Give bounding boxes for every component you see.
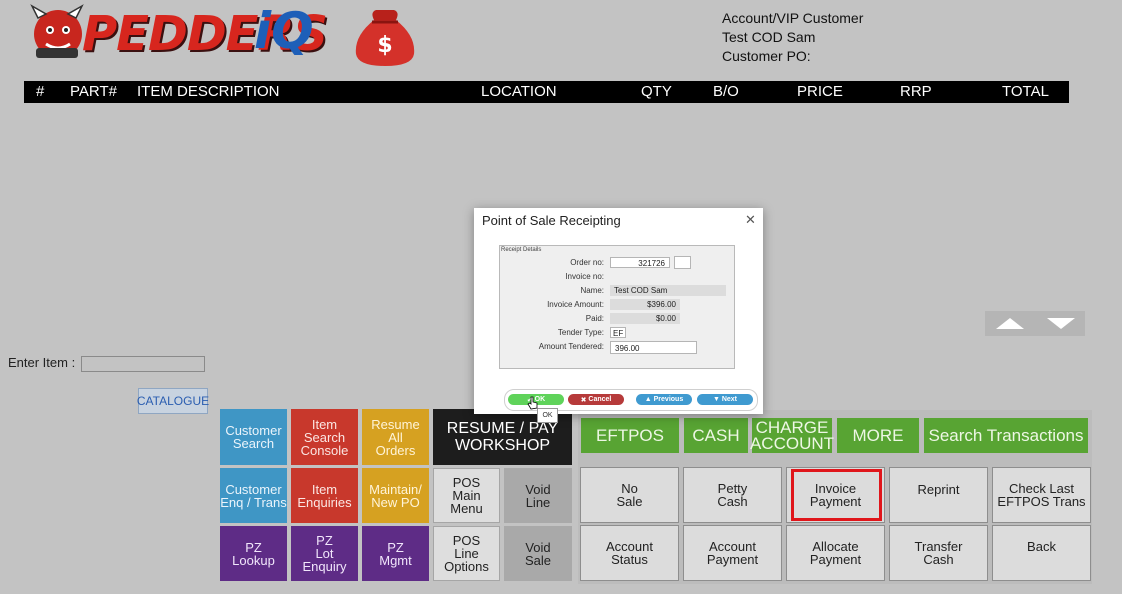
col-qty: QTY	[641, 83, 672, 100]
order-no-label: Order no:	[570, 258, 604, 267]
check-icon: ✔	[527, 396, 535, 404]
receipt-details: Receipt Details Order no: 321726 Invoice…	[499, 245, 735, 369]
invoice-amount-label: Invoice Amount:	[547, 300, 604, 309]
cash-button[interactable]: CASH	[684, 418, 748, 453]
close-icon[interactable]: ✕	[745, 212, 756, 227]
col-location: LOCATION	[481, 83, 557, 100]
pz-lot-enquiry-button[interactable]: PZ Lot Enquiry	[291, 526, 358, 581]
invoice-payment-highlight	[791, 469, 882, 521]
next-label: Next	[721, 396, 738, 403]
more-button[interactable]: MORE	[837, 418, 919, 453]
dialog-title: Point of Sale Receipting	[482, 213, 621, 228]
customer-search-button[interactable]: Customer Search	[220, 409, 287, 465]
tender-type-label: Tender Type:	[557, 328, 604, 337]
amount-tendered-field[interactable]: 396.00	[610, 341, 697, 354]
col-number: #	[36, 83, 45, 100]
pos-receipting-dialog: Point of Sale Receipting ✕ Receipt Detai…	[474, 208, 763, 414]
col-total: TOTAL	[1002, 83, 1049, 100]
mascot-icon	[30, 4, 84, 58]
enter-item-label: Enter Item :	[8, 355, 76, 370]
petty-cash-button[interactable]: Petty Cash	[683, 467, 782, 523]
customer-enq-trans-button[interactable]: Customer Enq / Trans	[220, 468, 287, 523]
brand-name: PEDDERS	[82, 6, 328, 62]
account-type: Account/VIP Customer	[722, 10, 864, 26]
col-part: PART#	[70, 83, 117, 100]
next-button[interactable]: ▼ Next	[697, 394, 753, 405]
enter-item-input[interactable]	[81, 356, 205, 372]
paid-field: $0.00	[610, 313, 680, 324]
col-rrp: RRP	[900, 83, 932, 100]
item-search-console-button[interactable]: Item Search Console	[291, 409, 358, 465]
paid-label: Paid:	[585, 314, 604, 323]
arrow-up-icon[interactable]	[996, 318, 1024, 329]
col-price: PRICE	[797, 83, 843, 100]
pedders-logo: PEDDERS iQ	[30, 2, 330, 64]
cancel-label: Cancel	[588, 396, 612, 403]
account-status-button[interactable]: Account Status	[580, 525, 679, 581]
previous-button[interactable]: ▲ Previous	[636, 394, 692, 405]
item-table-header: # PART# ITEM DESCRIPTION LOCATION QTY B/…	[24, 81, 1069, 103]
x-icon: ✖	[580, 396, 589, 404]
amount-tendered-label: Amount Tendered:	[538, 342, 604, 351]
item-enquiries-button[interactable]: Item Enquiries	[291, 468, 358, 523]
pz-lookup-button[interactable]: PZ Lookup	[220, 526, 287, 581]
allocate-payment-button[interactable]: Allocate Payment	[786, 525, 885, 581]
col-bo: B/O	[713, 83, 739, 100]
customer-name: Test COD Sam	[722, 29, 816, 45]
customer-po-label: Customer PO:	[722, 48, 811, 64]
order-no-field[interactable]: 321726	[610, 257, 670, 268]
ok-label: OK	[534, 396, 546, 403]
triangle-down-icon: ▼	[712, 396, 722, 403]
name-field: Test COD Sam	[610, 285, 726, 296]
col-description: ITEM DESCRIPTION	[137, 83, 280, 100]
back-button[interactable]: Back	[992, 525, 1091, 581]
customer-info: Account/VIP Customer Test COD Sam Custom…	[722, 9, 863, 66]
account-payment-button[interactable]: Account Payment	[683, 525, 782, 581]
tender-type-field[interactable]: EF	[610, 327, 626, 338]
arrow-down-icon[interactable]	[1047, 318, 1075, 329]
check-last-eftpos-button[interactable]: Check Last EFTPOS Trans	[992, 467, 1091, 523]
previous-label: Previous	[653, 396, 684, 403]
invoice-payment-button[interactable]: Invoice Payment	[786, 467, 885, 523]
reprint-button[interactable]: Reprint	[889, 467, 988, 523]
no-sale-button[interactable]: No Sale	[580, 467, 679, 523]
cancel-button[interactable]: ✖ Cancel	[568, 394, 624, 405]
pos-main-menu-button[interactable]: POS Main Menu	[433, 468, 500, 523]
resume-all-orders-button[interactable]: Resume All Orders	[362, 409, 429, 465]
pos-line-options-button[interactable]: POS Line Options	[433, 526, 500, 581]
triangle-up-icon: ▲	[644, 396, 654, 403]
maintain-new-po-button[interactable]: Maintain/ New PO	[362, 468, 429, 523]
receipt-details-legend: Receipt Details	[501, 247, 542, 253]
ok-tooltip: OK	[537, 408, 558, 423]
money-bag-icon: $	[355, 10, 415, 66]
pz-mgmt-button[interactable]: PZ Mgmt	[362, 526, 429, 581]
void-sale-button[interactable]: Void Sale	[504, 526, 572, 581]
eftpos-button[interactable]: EFTPOS	[581, 418, 679, 453]
invoice-amount-field: $396.00	[610, 299, 680, 310]
ok-button[interactable]: ✔ OK	[508, 394, 564, 405]
name-label: Name:	[580, 286, 604, 295]
svg-text:$: $	[377, 33, 392, 58]
scroll-arrows	[985, 311, 1085, 336]
invoice-no-label: Invoice no:	[565, 272, 604, 281]
dialog-button-row: ✔ OK ✖ Cancel ▲ Previous ▼ Next	[504, 389, 758, 411]
transfer-cash-button[interactable]: Transfer Cash	[889, 525, 988, 581]
catalogue-button[interactable]: CATALOGUE	[137, 388, 209, 414]
order-lookup-field[interactable]	[674, 256, 691, 269]
void-line-button[interactable]: Void Line	[504, 468, 572, 523]
brand-iq: iQ	[254, 2, 314, 60]
search-transactions-button[interactable]: Search Transactions	[924, 418, 1088, 453]
hand-cursor-icon	[527, 396, 538, 410]
charge-account-button[interactable]: CHARGE ACCOUNT	[749, 417, 835, 453]
